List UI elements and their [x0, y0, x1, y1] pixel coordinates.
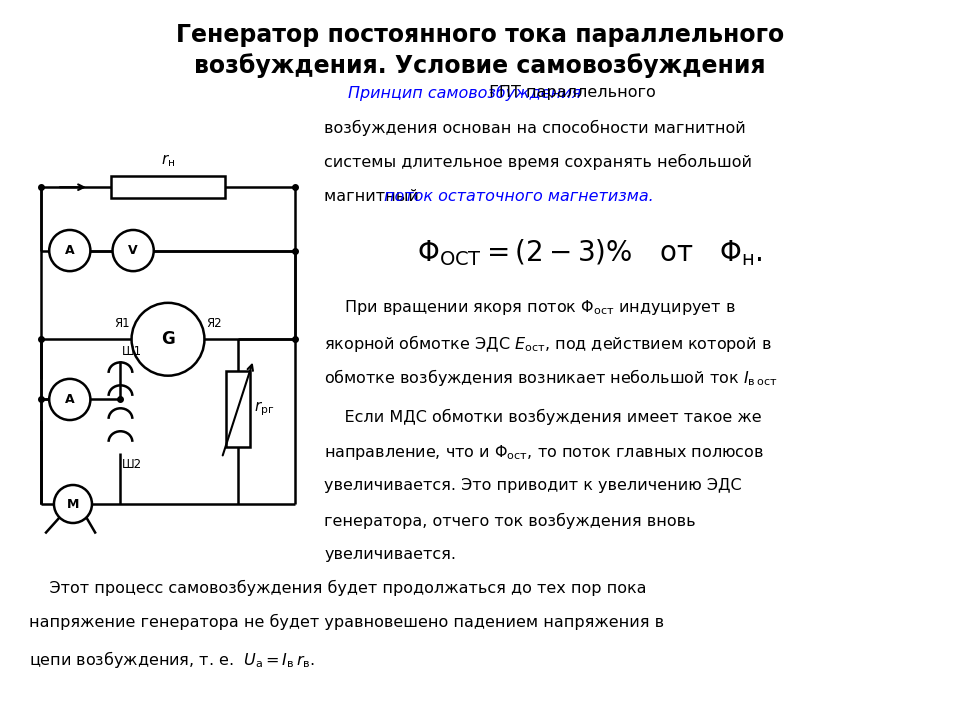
- Circle shape: [54, 485, 92, 523]
- Text: При вращении якоря поток $\Phi_{\rm ост}$ индуцирует в: При вращении якоря поток $\Phi_{\rm ост}…: [324, 298, 736, 318]
- Text: Ш1: Ш1: [122, 346, 142, 359]
- Text: Если МДС обмотки возбуждения имеет такое же: Если МДС обмотки возбуждения имеет такое…: [324, 409, 762, 425]
- Text: A: A: [65, 244, 75, 257]
- Text: $r_{\rm н}$: $r_{\rm н}$: [161, 152, 175, 168]
- Circle shape: [132, 303, 204, 376]
- Text: M: M: [67, 498, 79, 510]
- Text: магнитный: магнитный: [324, 189, 424, 204]
- Text: Этот процесс самовозбуждения будет продолжаться до тех пор пока: Этот процесс самовозбуждения будет продо…: [29, 580, 646, 595]
- Text: направление, что и $\Phi_{\rm ост}$, то поток главных полюсов: направление, что и $\Phi_{\rm ост}$, то …: [324, 444, 764, 462]
- Text: системы длительное время сохранять небольшой: системы длительное время сохранять небол…: [324, 154, 753, 170]
- Text: генератора, отчего ток возбуждения вновь: генератора, отчего ток возбуждения вновь: [324, 513, 696, 528]
- Circle shape: [112, 230, 154, 271]
- Text: $\Phi_{\rm ОСТ}=(2-3)\%\quad\rm от\quad\Phi_{\rm н}.$: $\Phi_{\rm ОСТ}=(2-3)\%\quad\rm от\quad\…: [418, 237, 763, 268]
- Text: Я1: Я1: [114, 318, 130, 330]
- Text: возбуждения. Условие самовозбуждения: возбуждения. Условие самовозбуждения: [194, 53, 766, 78]
- Text: якорной обмотке ЭДС $E_{\rm ост}$, под действием которой в: якорной обмотке ЭДС $E_{\rm ост}$, под д…: [324, 333, 772, 354]
- Text: V: V: [129, 244, 138, 257]
- Text: поток остаточного магнетизма.: поток остаточного магнетизма.: [384, 189, 653, 204]
- Text: возбуждения основан на способности магнитной: возбуждения основан на способности магни…: [324, 120, 746, 135]
- Circle shape: [49, 230, 90, 271]
- Text: G: G: [161, 330, 175, 348]
- Text: Я2: Я2: [206, 318, 222, 330]
- Text: $r_{\rm рг}$: $r_{\rm рг}$: [253, 400, 274, 418]
- Text: ГПТ параллельного: ГПТ параллельного: [484, 85, 656, 100]
- Text: увеличивается. Это приводит к увеличению ЭДС: увеличивается. Это приводит к увеличению…: [324, 478, 742, 493]
- Bar: [226, 371, 250, 447]
- Text: обмотке возбуждения возникает небольшой ток $I_{\rm в\, ост}$: обмотке возбуждения возникает небольшой …: [324, 367, 778, 388]
- Text: Принцип самовозбуждения: Принцип самовозбуждения: [348, 85, 581, 101]
- Text: цепи возбуждения, т. е.  $U_{\rm а} = I_{\rm в}\, r_{\rm в}.$: цепи возбуждения, т. е. $U_{\rm а} = I_{…: [29, 649, 315, 670]
- Text: Ш2: Ш2: [122, 458, 142, 471]
- Text: напряжение генератора не будет уравновешено падением напряжения в: напряжение генератора не будет уравновеш…: [29, 614, 664, 630]
- Text: увеличивается.: увеличивается.: [324, 547, 457, 562]
- Text: A: A: [65, 393, 75, 406]
- Text: Генератор постоянного тока параллельного: Генератор постоянного тока параллельного: [176, 23, 784, 47]
- Circle shape: [49, 379, 90, 420]
- Bar: [111, 176, 225, 198]
